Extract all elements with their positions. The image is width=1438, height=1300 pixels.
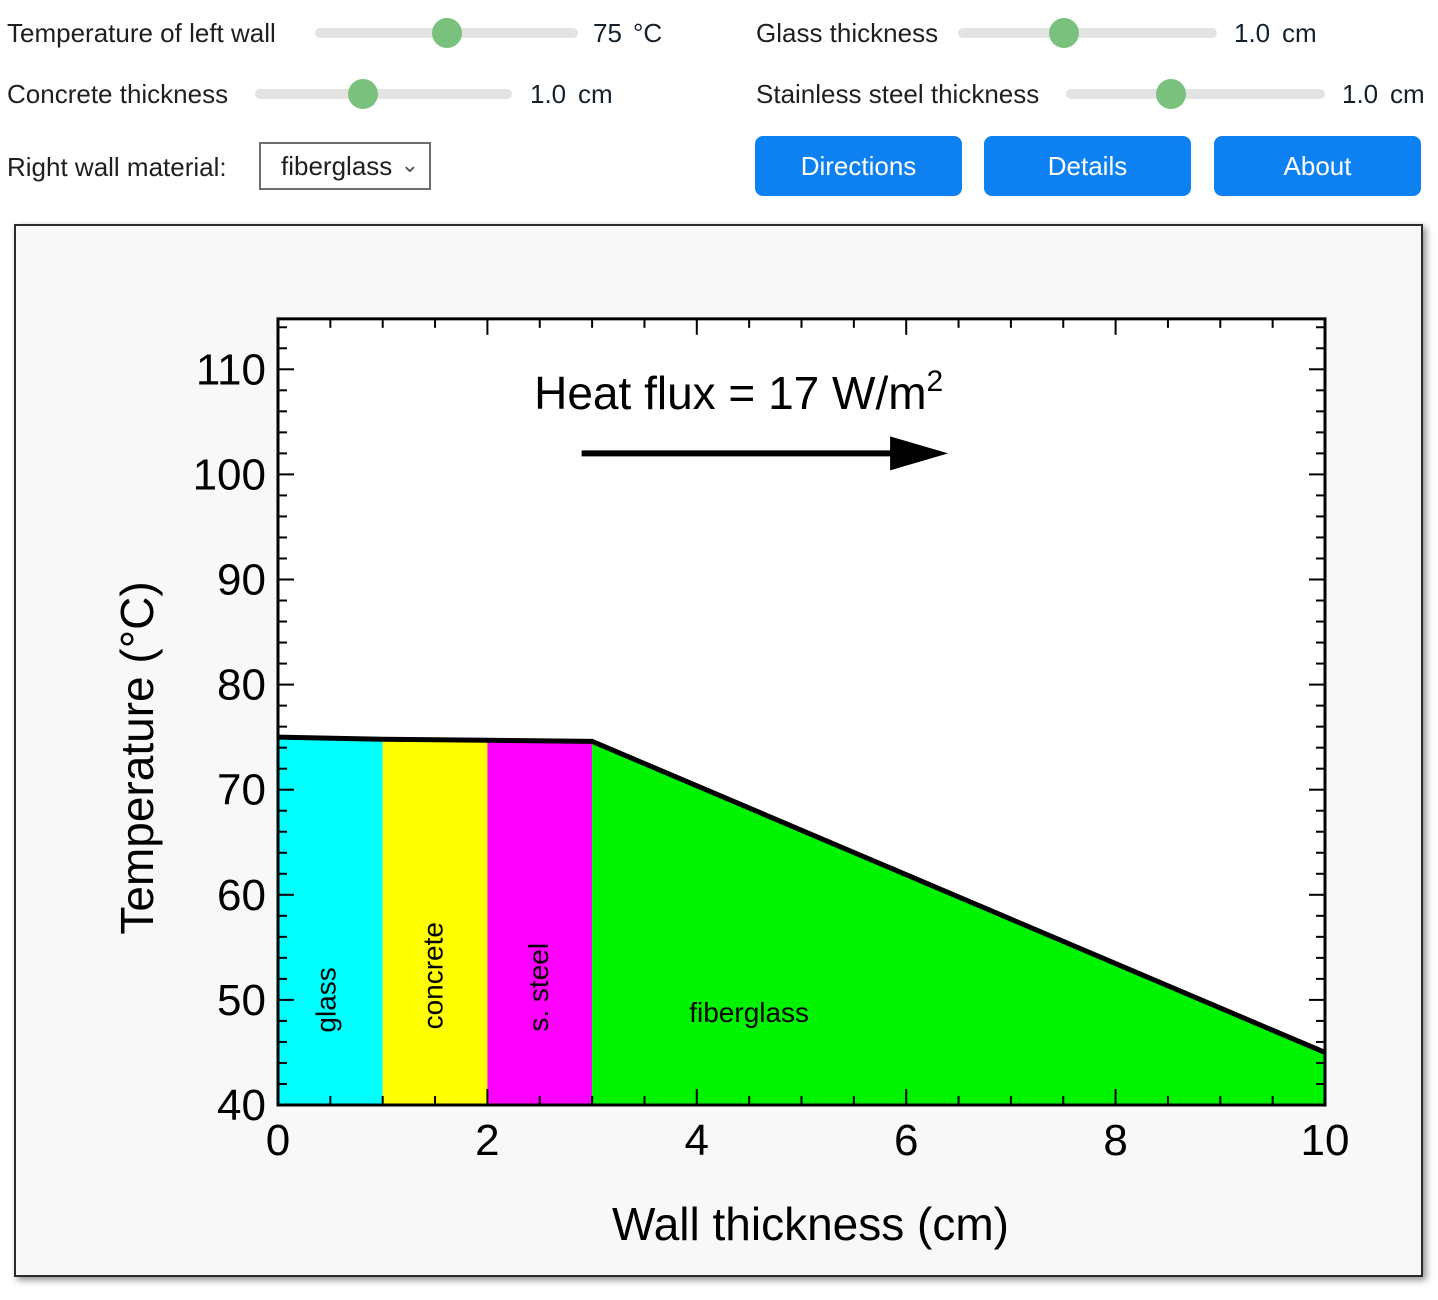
steel-thickness-label: Stainless steel thickness xyxy=(756,79,1040,109)
directions-button[interactable]: Directions xyxy=(755,136,962,196)
temp-left-wall-slider[interactable] xyxy=(315,18,578,48)
slider-thumb[interactable] xyxy=(1156,79,1186,109)
details-button[interactable]: Details xyxy=(984,136,1191,196)
slider-track[interactable] xyxy=(958,28,1217,38)
concrete-thickness-label: Concrete thickness xyxy=(7,79,229,109)
chart-panel xyxy=(14,224,1423,1277)
temp-left-wall-label: Temperature of left wall xyxy=(7,18,276,48)
slider-track[interactable] xyxy=(1066,89,1325,99)
about-button[interactable]: About xyxy=(1214,136,1421,196)
concrete-thickness-slider[interactable] xyxy=(255,79,512,109)
slider-thumb[interactable] xyxy=(348,79,378,109)
slider-thumb[interactable] xyxy=(432,18,462,48)
slider-thumb[interactable] xyxy=(1049,18,1079,48)
glass-thickness-slider[interactable] xyxy=(958,18,1217,48)
glass-thickness-unit: cm xyxy=(1282,18,1317,48)
right-wall-material-selected: fiberglass xyxy=(281,150,393,181)
right-wall-material-select[interactable]: fiberglass ⌄ xyxy=(259,142,431,190)
glass-thickness-label: Glass thickness xyxy=(756,18,939,48)
glass-thickness-value: 1.0 xyxy=(1234,18,1271,48)
steel-thickness-unit: cm xyxy=(1390,79,1425,109)
concrete-thickness-value: 1.0 xyxy=(530,79,567,109)
right-wall-material-label: Right wall material: xyxy=(7,152,227,182)
concrete-thickness-unit: cm xyxy=(578,79,613,109)
steel-thickness-slider[interactable] xyxy=(1066,79,1325,109)
slider-track[interactable] xyxy=(255,89,512,99)
temp-left-wall-unit: °C xyxy=(633,18,663,48)
steel-thickness-value: 1.0 xyxy=(1342,79,1379,109)
temp-left-wall-value: 75 xyxy=(593,18,622,48)
chevron-down-icon: ⌄ xyxy=(400,152,419,177)
